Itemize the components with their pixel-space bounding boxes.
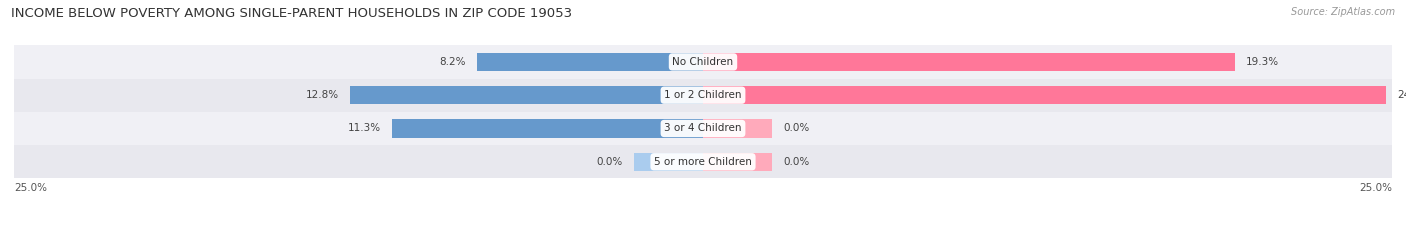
Text: No Children: No Children — [672, 57, 734, 67]
Text: 5 or more Children: 5 or more Children — [654, 157, 752, 167]
Bar — [703, 86, 1386, 104]
Legend: Single Father, Single Mother: Single Father, Single Mother — [603, 231, 803, 233]
Text: 0.0%: 0.0% — [596, 157, 623, 167]
Text: INCOME BELOW POVERTY AMONG SINGLE-PARENT HOUSEHOLDS IN ZIP CODE 19053: INCOME BELOW POVERTY AMONG SINGLE-PARENT… — [11, 7, 572, 20]
Text: 25.0%: 25.0% — [14, 183, 46, 193]
Text: 1 or 2 Children: 1 or 2 Children — [664, 90, 742, 100]
Bar — [703, 53, 1234, 71]
Bar — [14, 112, 1392, 145]
Text: Source: ZipAtlas.com: Source: ZipAtlas.com — [1291, 7, 1395, 17]
Bar — [14, 45, 1392, 79]
Text: 8.2%: 8.2% — [440, 57, 465, 67]
Text: 19.3%: 19.3% — [1246, 57, 1279, 67]
Bar — [350, 86, 703, 104]
Bar — [14, 79, 1392, 112]
Text: 3 or 4 Children: 3 or 4 Children — [664, 123, 742, 134]
Bar — [703, 119, 772, 138]
Bar — [703, 153, 772, 171]
Text: 12.8%: 12.8% — [307, 90, 339, 100]
Text: 25.0%: 25.0% — [1360, 183, 1392, 193]
Text: 11.3%: 11.3% — [347, 123, 381, 134]
Text: 24.8%: 24.8% — [1398, 90, 1406, 100]
Bar — [392, 119, 703, 138]
Bar — [634, 153, 703, 171]
Text: 0.0%: 0.0% — [783, 123, 810, 134]
Bar — [477, 53, 703, 71]
Text: 0.0%: 0.0% — [783, 157, 810, 167]
Bar — [14, 145, 1392, 178]
